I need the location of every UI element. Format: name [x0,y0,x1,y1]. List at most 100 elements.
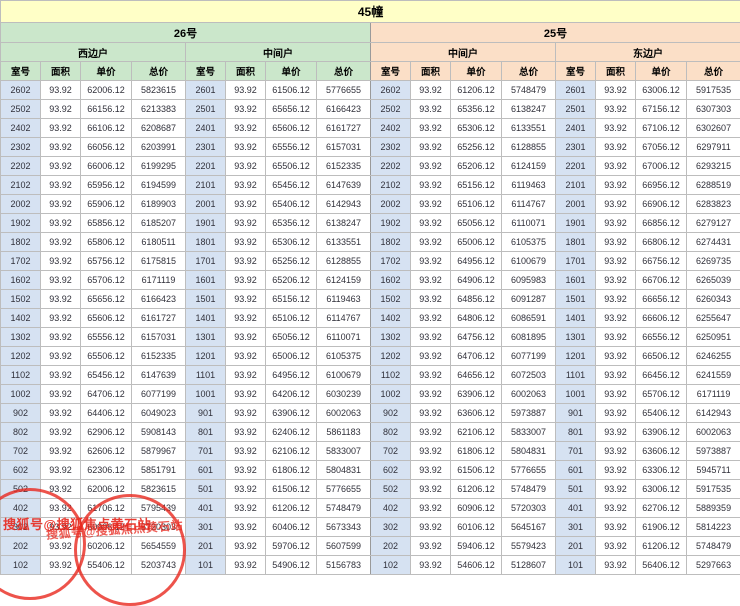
area-cell: 93.92 [226,252,266,271]
unit-price-cell: 66856.12 [636,214,687,233]
area-cell: 93.92 [411,214,451,233]
unit-price-cell: 65506.12 [266,157,317,176]
total-price-cell: 6161727 [317,119,371,138]
unit-price-cell: 65656.12 [81,290,132,309]
area-cell: 93.92 [411,176,451,195]
unit-type-west: 西边户 [1,43,186,62]
room-cell: 1202 [371,347,411,366]
unit-price-cell: 61506.12 [266,480,317,499]
unit-price-cell: 54606.12 [451,556,502,575]
room-cell: 1901 [186,214,226,233]
room-cell: 1802 [371,233,411,252]
unit-price-cell: 67156.12 [636,100,687,119]
area-cell: 93.92 [596,100,636,119]
total-price-cell: 6166423 [132,290,186,309]
unit-price-cell: 61206.12 [451,480,502,499]
total-price-cell: 5945711 [687,461,740,480]
room-cell: 2501 [556,100,596,119]
room-cell: 1801 [556,233,596,252]
room-cell: 302 [371,518,411,537]
col-header-unit-price: 单价 [81,62,132,81]
room-cell: 2602 [371,81,411,100]
total-price-cell: 6152335 [317,157,371,176]
total-price-cell: 6114767 [502,195,556,214]
total-price-cell: 6124159 [317,271,371,290]
area-cell: 93.92 [226,195,266,214]
area-cell: 93.92 [411,442,451,461]
col-header-area: 面积 [596,62,636,81]
unit-price-cell: 56406.12 [636,556,687,575]
unit-price-cell: 62006.12 [81,81,132,100]
total-price-cell: 5776655 [502,461,556,480]
unit-price-cell: 65156.12 [266,290,317,309]
total-price-cell: 6175815 [132,252,186,271]
col-header-area: 面积 [41,62,81,81]
area-cell: 93.92 [226,366,266,385]
room-cell: 201 [186,537,226,556]
col-header-area: 面积 [226,62,266,81]
total-price-cell: 5917535 [687,81,740,100]
total-price-cell: 6110071 [502,214,556,233]
area-cell: 93.92 [41,518,81,537]
area-cell: 93.92 [596,461,636,480]
unit-price-cell: 66006.12 [81,157,132,176]
room-cell: 1201 [556,347,596,366]
room-cell: 2501 [186,100,226,119]
room-cell: 701 [556,442,596,461]
total-price-cell: 5833007 [317,442,371,461]
unit-price-cell: 65356.12 [451,100,502,119]
area-cell: 93.92 [226,404,266,423]
unit-price-cell: 61506.12 [266,81,317,100]
unit-price-cell: 67106.12 [636,119,687,138]
unit-price-cell: 54906.12 [266,556,317,575]
room-cell: 1802 [1,233,41,252]
total-price-cell: 5776655 [317,480,371,499]
price-table: 45幢 26号 25号 西边户 中间户 中间户 东边户 室号 面积 单价 总价 … [0,0,740,575]
total-price-cell: 6002063 [502,385,556,404]
col-header-room: 室号 [371,62,411,81]
room-cell: 102 [371,556,411,575]
area-cell: 93.92 [41,252,81,271]
col-header-room: 室号 [186,62,226,81]
room-cell: 1301 [186,328,226,347]
unit-price-cell: 63606.12 [451,404,502,423]
area-cell: 93.92 [41,100,81,119]
area-cell: 93.92 [411,100,451,119]
room-cell: 2202 [1,157,41,176]
unit-price-cell: 67006.12 [636,157,687,176]
total-price-cell: 6180511 [132,233,186,252]
unit-price-cell: 66656.12 [636,290,687,309]
unit-price-cell: 61206.12 [266,499,317,518]
unit-price-cell: 65706.12 [636,385,687,404]
total-price-cell: 5748479 [502,480,556,499]
room-cell: 602 [1,461,41,480]
unit-price-cell: 63006.12 [636,480,687,499]
area-cell: 93.92 [226,214,266,233]
area-cell: 93.92 [596,233,636,252]
area-cell: 93.92 [596,195,636,214]
area-cell: 93.92 [411,499,451,518]
room-cell: 802 [1,423,41,442]
total-price-cell: 6241559 [687,366,740,385]
room-cell: 2601 [186,81,226,100]
total-price-cell: 6265039 [687,271,740,290]
area-cell: 93.92 [226,309,266,328]
area-cell: 93.92 [411,81,451,100]
area-cell: 93.92 [41,480,81,499]
total-price-cell: 5879967 [132,442,186,461]
total-price-cell: 6302607 [687,119,740,138]
unit-price-cell: 66806.12 [636,233,687,252]
building-number-row: 26号 25号 [1,23,740,43]
area-cell: 93.92 [596,499,636,518]
unit-price-cell: 65756.12 [81,252,132,271]
area-cell: 93.92 [226,81,266,100]
area-cell: 93.92 [226,157,266,176]
room-cell: 801 [186,423,226,442]
area-cell: 93.92 [411,518,451,537]
col-header-unit-price: 单价 [636,62,687,81]
room-cell: 1201 [186,347,226,366]
